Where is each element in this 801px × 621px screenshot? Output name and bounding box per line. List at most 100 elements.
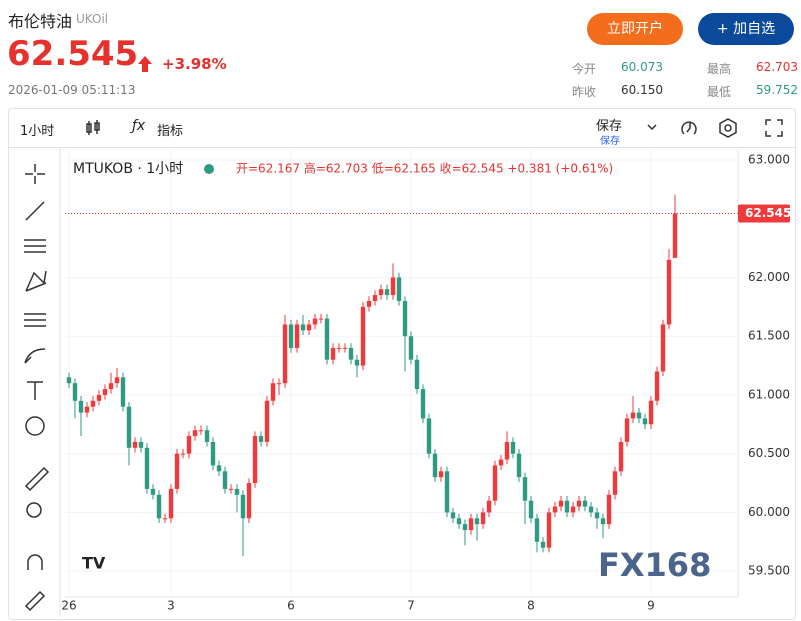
candle-body [66, 377, 72, 384]
magnet-tool[interactable] [27, 554, 43, 570]
line-tool[interactable] [25, 201, 45, 221]
settings-icon[interactable] [716, 116, 740, 140]
ruler-tool[interactable] [24, 466, 50, 492]
legend-title: MTUKOB · 1小时 [73, 161, 183, 177]
candle-body [540, 541, 546, 548]
candle-body [528, 500, 534, 519]
candle-body [348, 347, 354, 360]
candle-body [432, 453, 438, 478]
candle-body [486, 500, 492, 513]
candle-body [576, 500, 582, 507]
candle-body [330, 347, 336, 360]
candle-body [420, 389, 426, 419]
candle-body [378, 289, 384, 296]
candle-body [480, 512, 486, 525]
candle-body [228, 488, 234, 490]
stat-label: 昨收 [572, 85, 597, 99]
candle-body [504, 441, 510, 460]
candle-body [324, 318, 330, 360]
title: 布伦特油 [8, 12, 73, 31]
indicators[interactable]: 指标 [157, 124, 184, 139]
watermark: FX168 [598, 546, 711, 584]
candle-body [114, 377, 120, 384]
projection-tool[interactable] [24, 313, 46, 327]
x-tick-label: 9 [647, 599, 655, 613]
candle-body [336, 347, 342, 349]
candle-body [234, 488, 240, 495]
candle-body [666, 259, 672, 325]
x-tick-label: 8 [527, 599, 535, 613]
candle-body [492, 465, 498, 501]
candle-body [318, 318, 324, 320]
candle-body [72, 383, 78, 401]
candle-body [636, 412, 642, 419]
x-tick-label: 7 [407, 599, 415, 613]
candle-body [450, 512, 456, 519]
chart-frame [8, 108, 796, 620]
candle-body [474, 518, 480, 525]
y-tick-label: 62.000 [748, 270, 790, 284]
interval[interactable]: 1小时 [20, 124, 55, 139]
save-sub: 保存 [600, 136, 620, 147]
candle-body [150, 488, 156, 495]
candle-body [558, 500, 564, 507]
candle-body [222, 471, 228, 489]
candle-body [174, 453, 180, 489]
x-tick-label: 3 [167, 599, 175, 613]
candle-body [426, 418, 432, 454]
emoji-tool[interactable] [25, 416, 45, 436]
candle-body [168, 488, 174, 519]
candle-body [372, 295, 378, 301]
candle-body [624, 418, 630, 442]
candle-body [606, 494, 612, 525]
candle-body [210, 441, 216, 466]
y-tick-label: 61.500 [748, 329, 790, 343]
candle-body [108, 383, 114, 390]
brush-tool[interactable] [24, 348, 46, 364]
candle-body [312, 318, 318, 325]
candle-body [618, 441, 624, 472]
candle-body [648, 400, 654, 425]
stat-value: 60.073 [621, 60, 663, 74]
candle-body [468, 518, 474, 531]
legend-values: 开=62.167 高=62.703 低=62.165 收=62.545 +0.3… [236, 161, 613, 176]
candle-body [438, 471, 444, 478]
candle-body [288, 324, 294, 348]
candle-body [600, 518, 606, 525]
stat-value: 60.150 [621, 83, 663, 97]
alert-icon[interactable] [678, 116, 702, 140]
y-tick-label: 60.500 [748, 446, 790, 460]
candle-body [96, 394, 102, 401]
chevron[interactable] [645, 120, 659, 134]
stat-label: 最低 [707, 85, 732, 99]
save[interactable]: 保存 [596, 119, 623, 134]
fullscreen-icon[interactable] [762, 116, 786, 140]
pattern-tool[interactable] [25, 270, 47, 292]
candle-body [120, 377, 126, 407]
drawing-toolbar [24, 164, 50, 612]
candle-body [162, 518, 168, 520]
candle-body [672, 213, 678, 258]
x-tick-label: 6 [287, 599, 295, 613]
add-watch-button[interactable]: + 加自选 [698, 13, 794, 45]
candle-body [642, 418, 648, 425]
stat-label: 最高 [707, 62, 732, 76]
y-tick-label: 60.000 [748, 505, 790, 519]
open-account-button[interactable]: 立即开户 [587, 13, 683, 45]
lock-tool[interactable] [24, 590, 46, 612]
candle-body [90, 400, 96, 407]
candle-body [306, 324, 312, 331]
tv-logo: TV [82, 554, 106, 573]
crosshair-tool[interactable] [25, 164, 45, 184]
fib-tool[interactable] [24, 239, 46, 253]
text-tool[interactable] [27, 381, 43, 400]
candle-body [516, 453, 522, 478]
candle-icon[interactable] [84, 118, 102, 138]
candle-body [354, 359, 360, 366]
last-price-tag [738, 204, 790, 223]
zoom-tool[interactable] [26, 502, 42, 518]
candle-body [510, 441, 516, 454]
candle-body [180, 453, 186, 455]
change: +3.98% [162, 55, 227, 73]
